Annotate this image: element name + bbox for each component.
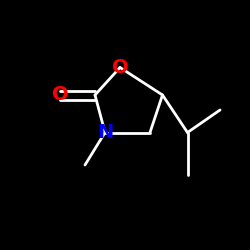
Text: O: O — [52, 86, 68, 104]
Text: N: N — [97, 123, 113, 142]
Text: O: O — [112, 58, 128, 77]
